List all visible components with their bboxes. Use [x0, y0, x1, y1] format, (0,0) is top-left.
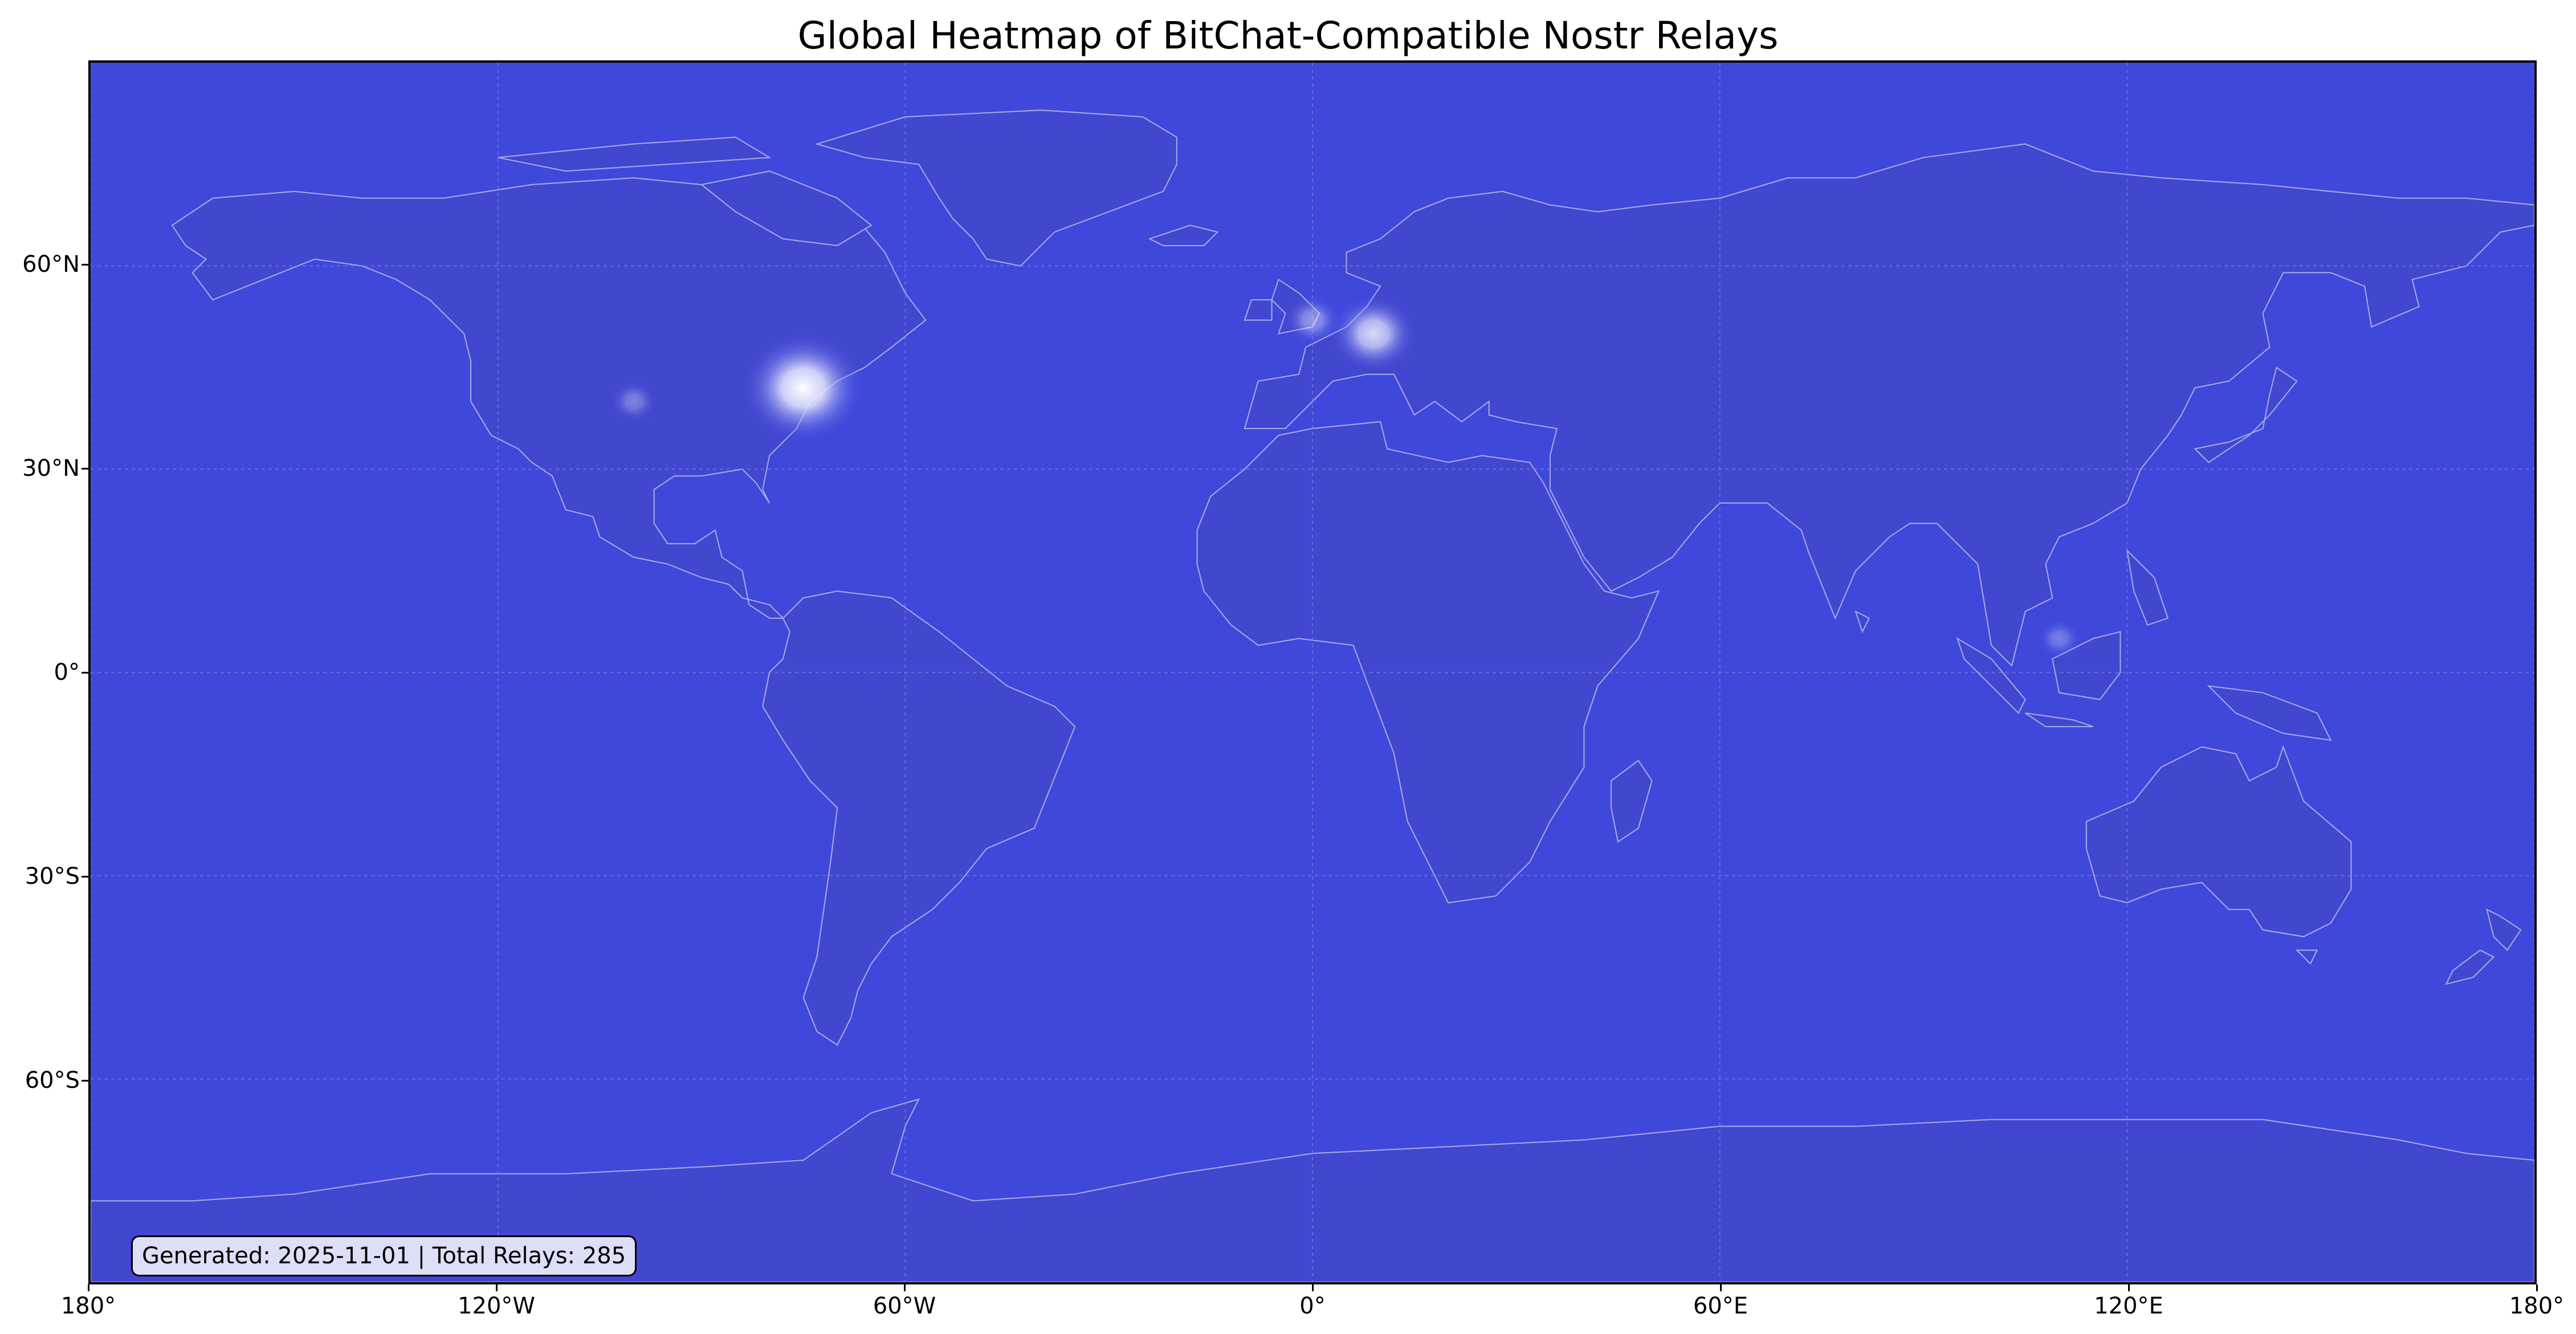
- y-tick-label-1: 30°N: [22, 455, 80, 482]
- x-tick-label-5: 120°E: [2094, 1293, 2163, 1319]
- java: [2025, 713, 2093, 727]
- heat-hotspot-0: [742, 333, 865, 443]
- baffin-island: [702, 171, 871, 246]
- greenland: [817, 110, 1176, 266]
- x-tick-label-2: 60°W: [873, 1293, 936, 1319]
- y-tick-0: [81, 264, 88, 266]
- heat-hotspot-3: [610, 380, 658, 423]
- x-tick-3: [1312, 1284, 1314, 1291]
- x-tick-label-4: 60°E: [1693, 1293, 1748, 1319]
- heat-hotspot-2: [1283, 294, 1342, 346]
- y-tick-label-4: 60°S: [25, 1067, 80, 1094]
- iceland: [1150, 225, 1217, 246]
- sri-lanka: [1856, 611, 1869, 632]
- x-tick-2: [904, 1284, 906, 1291]
- y-tick-label-3: 30°S: [25, 863, 80, 890]
- y-tick-2: [81, 672, 88, 674]
- info-box: Generated: 2025-11-01 | Total Relays: 28…: [131, 1235, 637, 1276]
- y-tick-label-2: 0°: [54, 659, 80, 686]
- chart-title: Global Heatmap of BitChat-Compatible Nos…: [797, 14, 1779, 58]
- x-tick-label-6: 180°: [2509, 1293, 2565, 1319]
- map-area: [88, 60, 2537, 1284]
- australia: [2086, 747, 2351, 937]
- y-tick-3: [81, 876, 88, 878]
- heat-hotspot-1: [1331, 295, 1417, 372]
- madagascar: [1611, 761, 1652, 842]
- philippines: [2127, 550, 2167, 625]
- south-america: [763, 591, 1075, 1045]
- arctic-islands: [498, 137, 769, 171]
- eurasia: [1245, 144, 2534, 666]
- tasmania: [2297, 950, 2317, 964]
- x-tick-label-0: 180°: [60, 1293, 116, 1319]
- japan: [2195, 368, 2297, 462]
- sumatra: [1958, 639, 2025, 713]
- ireland: [1245, 300, 1272, 320]
- heat-layer: [610, 294, 2082, 659]
- x-tick-0: [88, 1284, 89, 1291]
- y-tick-4: [81, 1080, 88, 1082]
- x-tick-label-1: 120°W: [458, 1293, 535, 1319]
- x-tick-4: [1720, 1284, 1722, 1291]
- borneo: [2052, 632, 2120, 700]
- x-tick-1: [496, 1284, 498, 1291]
- heat-hotspot-4: [2036, 618, 2082, 659]
- graticule: [91, 63, 2534, 1282]
- x-tick-label-3: 0°: [1299, 1293, 1326, 1319]
- new-zealand-north: [2487, 909, 2521, 950]
- new-guinea: [2208, 686, 2330, 740]
- x-tick-6: [2536, 1284, 2538, 1291]
- y-tick-label-0: 60°N: [22, 251, 80, 278]
- y-tick-1: [81, 468, 88, 470]
- new-zealand-south: [2446, 950, 2493, 984]
- x-tick-5: [2128, 1284, 2130, 1291]
- world-map: [91, 63, 2534, 1282]
